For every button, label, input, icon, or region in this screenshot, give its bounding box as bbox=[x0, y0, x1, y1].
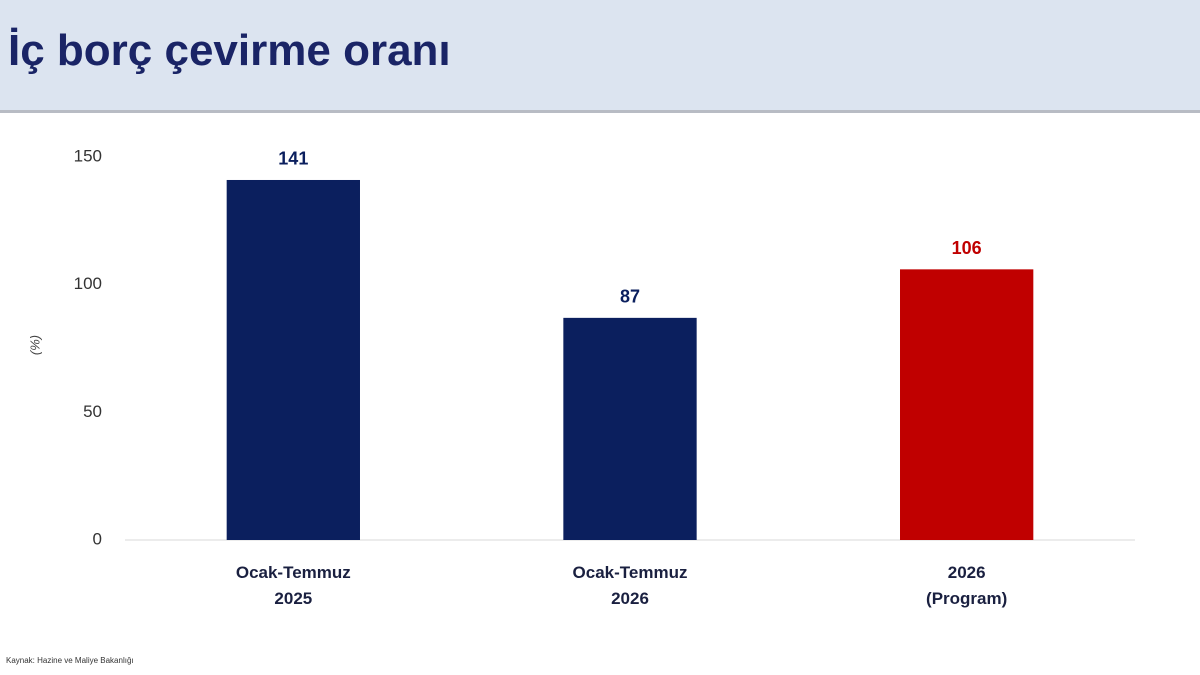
value-label: 87 bbox=[620, 287, 640, 307]
x-tick-label: Ocak-Temmuz 2025 bbox=[235, 563, 351, 608]
header-band: İç borç çevirme oranı bbox=[0, 0, 1200, 113]
x-tick-label: Ocak-Temmuz 2026 bbox=[572, 563, 688, 608]
chart-title: İç borç çevirme oranı bbox=[8, 26, 451, 75]
value-label: 106 bbox=[952, 238, 982, 258]
bar bbox=[563, 317, 697, 540]
y-tick-label: 50 bbox=[83, 402, 102, 421]
source-note: Kaynak: Hazine ve Maliye Bakanlığı bbox=[6, 656, 134, 665]
value-label: 141 bbox=[278, 149, 308, 169]
bar bbox=[226, 179, 360, 541]
y-tick-label: 100 bbox=[74, 274, 102, 293]
x-tick-label: 2026 (Program) bbox=[926, 563, 1008, 608]
bar bbox=[900, 269, 1034, 540]
y-tick-label: 0 bbox=[93, 529, 102, 548]
y-tick-label: 150 bbox=[74, 146, 102, 165]
y-axis-label: (%) bbox=[27, 335, 42, 355]
